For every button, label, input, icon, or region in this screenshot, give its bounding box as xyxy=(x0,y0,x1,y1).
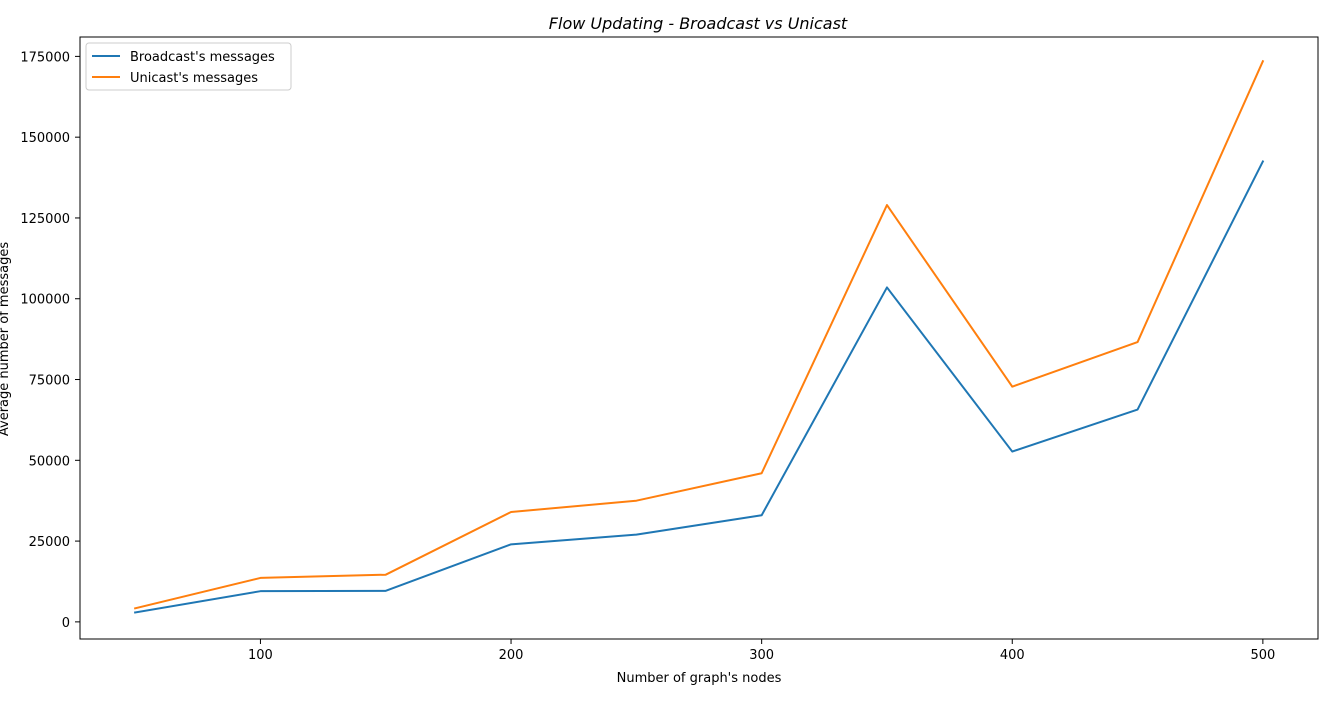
y-tick-label: 100000 xyxy=(20,293,70,308)
y-tick-label: 25000 xyxy=(29,535,70,550)
y-tick-label: 0 xyxy=(62,616,70,631)
legend: Broadcast's messages Unicast's messages xyxy=(85,42,292,91)
x-tick-label: 500 xyxy=(1250,648,1275,663)
x-axis: 100 200 300 400 500 xyxy=(248,639,1275,663)
y-tick-label: 125000 xyxy=(20,212,70,227)
x-tick-label: 100 xyxy=(248,648,273,663)
y-axis-label: Average number of messages xyxy=(0,242,12,436)
x-axis-label: Number of graph's nodes xyxy=(617,671,782,686)
legend-frame xyxy=(85,42,292,91)
x-tick-label: 200 xyxy=(499,648,524,663)
legend-label-1: Unicast's messages xyxy=(130,71,258,86)
y-tick-label: 175000 xyxy=(20,50,70,65)
series-line-0 xyxy=(133,160,1265,614)
legend-label-0: Broadcast's messages xyxy=(130,50,275,65)
y-axis: 0 25000 50000 75000 100000 125000 150000 175000 xyxy=(20,50,80,631)
y-tick-label: 50000 xyxy=(29,454,70,469)
x-tick-label: 400 xyxy=(1000,648,1025,663)
plot-frame xyxy=(79,36,1319,640)
chart-title: Flow Updating - Broadcast vs Unicast xyxy=(549,14,848,33)
series-layer xyxy=(133,59,1265,614)
series-line-1 xyxy=(133,59,1265,610)
x-tick-label: 300 xyxy=(749,648,774,663)
y-tick-label: 75000 xyxy=(29,374,70,389)
y-tick-label: 150000 xyxy=(20,131,70,146)
